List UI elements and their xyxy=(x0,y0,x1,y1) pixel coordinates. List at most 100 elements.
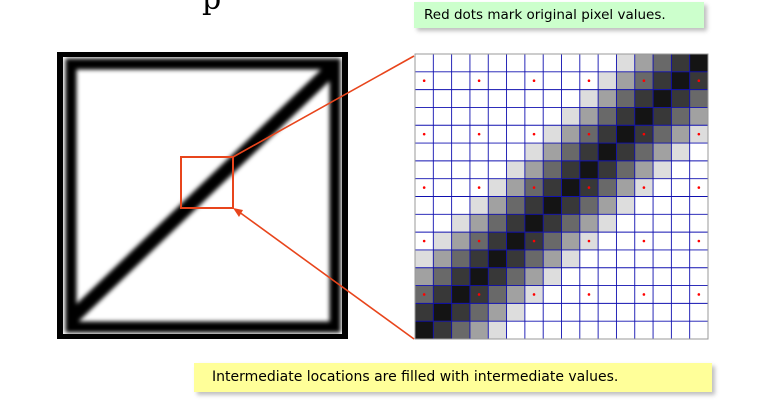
original-sample-dot xyxy=(587,293,591,296)
pixel-cell xyxy=(451,267,471,286)
pixel-cell xyxy=(653,285,672,304)
pixel-cell xyxy=(415,160,434,179)
pixel-cell xyxy=(506,160,526,179)
pixel-cell xyxy=(561,232,581,251)
grid-border xyxy=(414,53,709,340)
pixel-cell xyxy=(451,71,471,90)
pixel-cell xyxy=(598,303,617,322)
original-sample-dot xyxy=(477,293,481,296)
pixel-cell xyxy=(561,160,581,179)
pixel-cell xyxy=(488,249,507,269)
pixel-cell xyxy=(543,160,562,179)
note-bottom: Intermediate locations are filled with i… xyxy=(194,363,712,392)
pixel-cell xyxy=(433,285,452,304)
pixel-cell xyxy=(543,178,562,197)
pixel-cell xyxy=(451,143,471,162)
pixel-cell xyxy=(653,303,672,322)
pixel-cell xyxy=(524,303,544,322)
pixel-cell xyxy=(671,249,690,269)
pixel-cell xyxy=(469,267,489,286)
pixel-cell xyxy=(598,107,617,126)
pixel-cell xyxy=(469,143,489,162)
pixel-cell xyxy=(543,232,562,251)
pixel-cell xyxy=(616,107,636,126)
pixel-cell xyxy=(689,214,709,233)
pixel-cell xyxy=(634,160,654,179)
pixel-cell xyxy=(653,267,672,286)
pixel-cell xyxy=(506,143,526,162)
pixel-cell xyxy=(488,178,507,197)
pixel-cell xyxy=(598,160,617,179)
pixel-cell xyxy=(506,303,526,322)
original-sample-dot xyxy=(642,79,646,83)
pixel-cell xyxy=(579,107,599,126)
callout-arrowhead xyxy=(233,208,243,217)
pixel-cell xyxy=(579,267,599,286)
pixel-cell xyxy=(488,160,507,179)
pixel-cell xyxy=(579,321,599,340)
pixel-cell xyxy=(415,107,434,126)
pixel-cell xyxy=(689,303,709,322)
pixel-cell xyxy=(506,196,526,215)
callout-line-bottom xyxy=(234,208,415,340)
pixel-cell xyxy=(415,267,434,286)
pixel-cell xyxy=(671,196,690,215)
pixel-cell xyxy=(598,178,617,197)
pixel-cell xyxy=(634,303,654,322)
pixel-cell xyxy=(543,143,562,162)
pixel-cell xyxy=(524,267,544,286)
pixel-cell xyxy=(543,321,562,340)
pixel-cell xyxy=(469,89,489,108)
pixel-cell xyxy=(579,214,599,233)
pixel-cell xyxy=(653,125,672,144)
pixel-cell xyxy=(488,71,507,90)
original-sample-dot xyxy=(697,132,701,136)
pixel-cell xyxy=(433,143,452,162)
pixel-cell xyxy=(653,54,672,73)
pixel-cell xyxy=(433,232,452,251)
original-sample-dot xyxy=(587,132,591,136)
pixel-cell xyxy=(451,160,471,179)
pixel-cell xyxy=(469,107,489,126)
pixel-cell xyxy=(616,232,636,251)
pixel-cell xyxy=(653,249,672,269)
pixel-cell xyxy=(634,196,654,215)
pixel-cell xyxy=(598,267,617,286)
original-sample-dot xyxy=(422,293,426,296)
pixel-cell xyxy=(653,232,672,251)
pixel-cell xyxy=(671,321,690,340)
pixel-cell xyxy=(415,89,434,108)
pixel-cell xyxy=(653,178,672,197)
pixel-cell xyxy=(616,71,636,90)
pixel-cell xyxy=(634,321,654,340)
pixel-cell xyxy=(415,214,434,233)
original-sample-dot xyxy=(532,293,536,296)
pixel-cell xyxy=(598,214,617,233)
pixel-cell xyxy=(451,321,471,340)
pixel-cell xyxy=(488,321,507,340)
pixel-cell xyxy=(488,89,507,108)
pixel-cell xyxy=(634,54,654,73)
pixel-cell xyxy=(616,89,636,108)
pixel-cell xyxy=(689,321,709,340)
pixel-cell xyxy=(506,54,526,73)
pixel-cell xyxy=(543,54,562,73)
pixel-cell xyxy=(524,249,544,269)
pixel-cell xyxy=(524,54,544,73)
pixel-cell xyxy=(469,249,489,269)
pixel-cell xyxy=(616,321,636,340)
pixel-cell xyxy=(653,160,672,179)
pixel-cell xyxy=(488,107,507,126)
pixel-cell xyxy=(671,285,690,304)
pixel-cell xyxy=(561,196,581,215)
pixel-cell xyxy=(634,214,654,233)
pixel-cell xyxy=(634,267,654,286)
pixel-cell xyxy=(469,321,489,340)
pixel-cell xyxy=(524,321,544,340)
pixel-cell xyxy=(689,143,709,162)
original-sample-dot xyxy=(422,186,426,189)
pixel-cell xyxy=(543,267,562,286)
pixel-cell xyxy=(689,249,709,269)
pixel-cell xyxy=(653,107,672,126)
original-sample-dot xyxy=(587,79,591,83)
